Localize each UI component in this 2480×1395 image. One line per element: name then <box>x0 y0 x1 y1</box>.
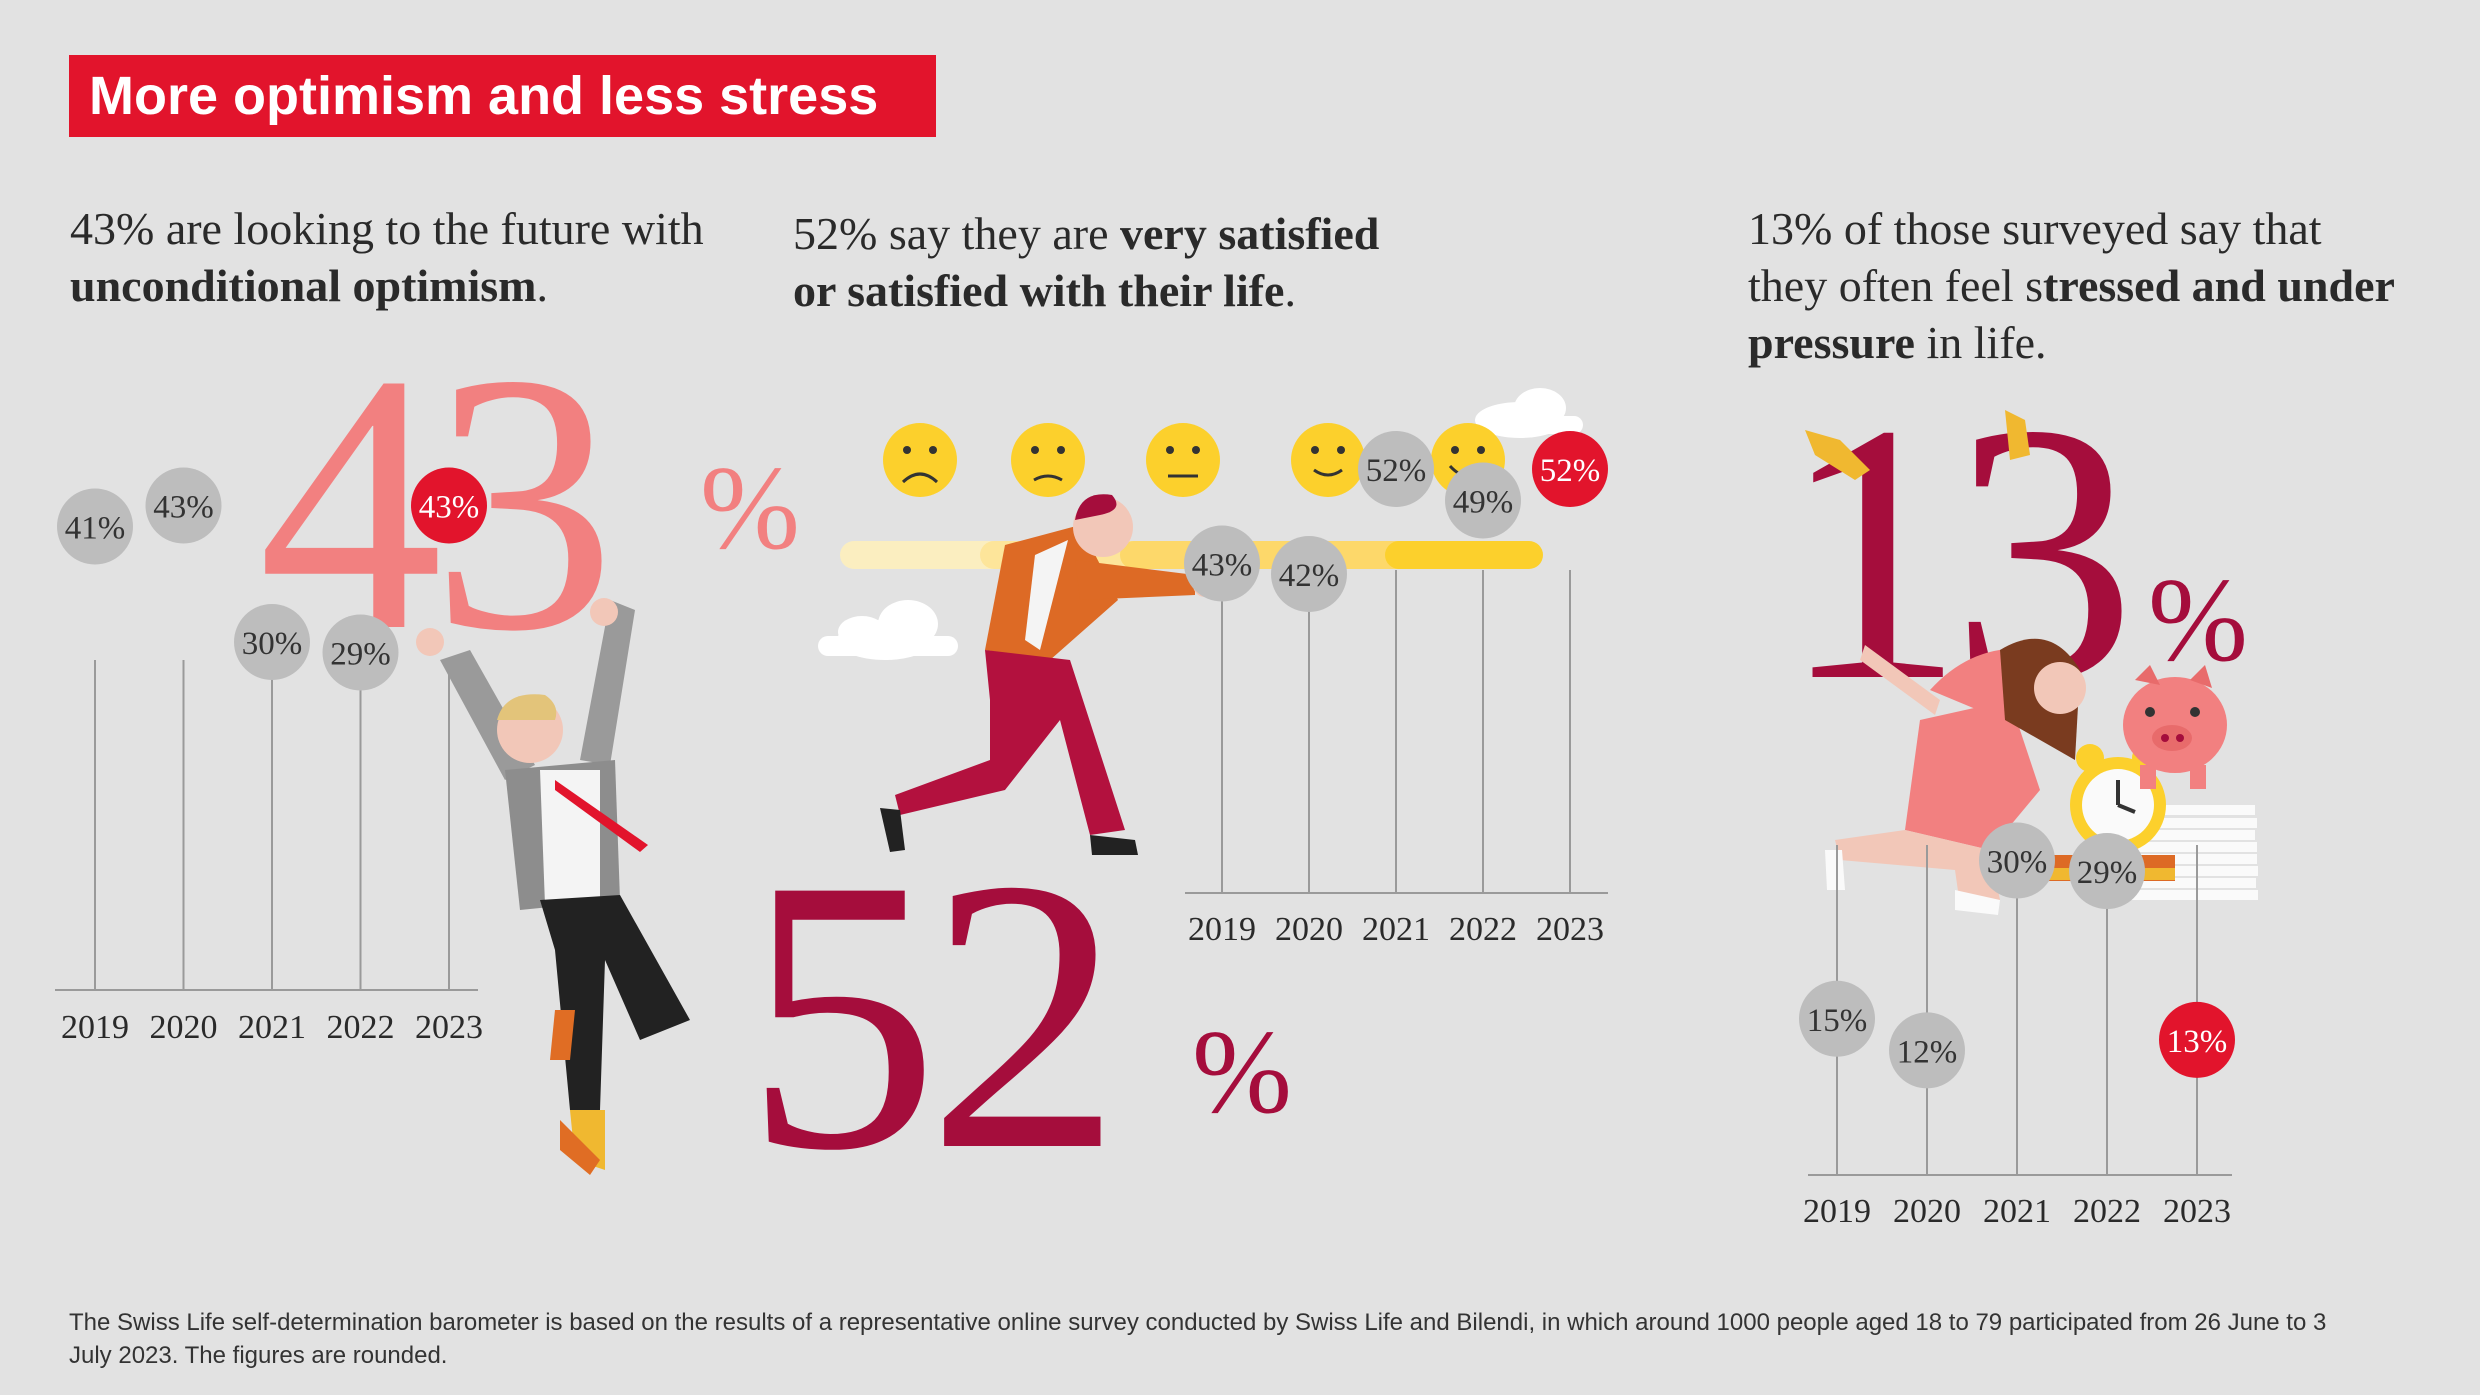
data-label: 43% <box>153 490 214 526</box>
data-point <box>57 488 133 565</box>
data-label: 30% <box>242 626 303 662</box>
intro-text: 13% of those surveyed say that they ofte… <box>1748 203 2322 311</box>
data-point <box>1358 431 1434 507</box>
data-point <box>2069 833 2145 910</box>
big-unit-52: % <box>1192 1005 1292 1138</box>
big-unit-43: % <box>700 441 800 574</box>
intro-satisfaction: 52% say they are very satisfied or satis… <box>793 205 1433 319</box>
data-point <box>1889 1012 1965 1089</box>
data-point <box>1799 980 1875 1057</box>
sad-face-icon <box>1011 423 1085 497</box>
data-point <box>1184 525 1260 602</box>
intro-text: 52% say they are <box>793 208 1120 259</box>
tick-label: 2023 <box>1536 911 1604 948</box>
intro-bold: unconditional optimism <box>70 260 537 311</box>
tick-label: 2023 <box>415 1009 483 1046</box>
big-unit-13: % <box>2148 553 2248 686</box>
intro-text-end: in life. <box>1914 317 2047 368</box>
data-point <box>1445 462 1521 539</box>
intro-optimism: 43% are looking to the future with uncon… <box>70 200 750 314</box>
tick-label: 2019 <box>1803 1193 1871 1230</box>
tick-label: 2019 <box>61 1009 129 1046</box>
intro-bold: very satisfied or satisfied with their l… <box>793 208 1380 316</box>
tick-label: 2019 <box>1188 911 1256 948</box>
data-label: 43% <box>1192 548 1253 584</box>
intro-bold: tressed and under pressure <box>1748 260 2395 368</box>
intro-text-end: . <box>536 260 549 311</box>
footnote: The Swiss Life self-determination barome… <box>69 1309 2327 1369</box>
data-point <box>322 614 399 691</box>
data-point <box>1271 536 1347 612</box>
data-point <box>1979 822 2055 899</box>
data-point <box>411 467 487 544</box>
tick-label: 2021 <box>1362 911 1430 948</box>
neutral-face-icon <box>1146 423 1220 497</box>
very-sad-face-icon <box>883 423 957 497</box>
cloud-icon <box>1475 388 1583 438</box>
tick-label: 2020 <box>1275 911 1343 948</box>
big-number-52: 52 <box>744 799 1122 1231</box>
data-label: 52% <box>1540 453 1601 489</box>
data-label: 41% <box>65 511 126 547</box>
data-point <box>234 604 310 680</box>
data-label: 30% <box>1987 845 2048 881</box>
tick-label: 2022 <box>2073 1193 2141 1230</box>
data-label: 49% <box>1453 485 1514 521</box>
happy-face-icon <box>1291 423 1365 497</box>
data-label: 12% <box>1897 1034 1958 1070</box>
data-label: 52% <box>1366 453 1427 489</box>
data-point <box>1532 431 1608 507</box>
cloud-icon <box>818 600 958 660</box>
data-label: 29% <box>330 637 391 673</box>
tick-label: 2021 <box>238 1009 306 1046</box>
intro-stress: 13% of those surveyed say that they ofte… <box>1748 200 2408 371</box>
data-point <box>2159 1001 2235 1078</box>
tick-label: 2022 <box>1449 911 1517 948</box>
stressed-woman-illustration <box>1805 410 2258 915</box>
running-man-illustration <box>880 494 1217 855</box>
page-title: More optimism and less stress <box>69 55 936 137</box>
tick-label: 2020 <box>1893 1193 1961 1230</box>
intro-text: 43% are looking to the future with <box>70 203 704 254</box>
tick-label: 2022 <box>327 1009 395 1046</box>
tick-label: 2021 <box>1983 1193 2051 1230</box>
data-label: 43% <box>419 490 480 526</box>
data-point <box>145 467 222 544</box>
data-label: 29% <box>2077 855 2138 891</box>
jumping-man-illustration <box>416 598 690 1175</box>
intro-text-end: . <box>1284 265 1296 316</box>
tick-label: 2023 <box>2163 1193 2231 1230</box>
data-label: 13% <box>2167 1024 2228 1060</box>
tick-label: 2020 <box>150 1009 218 1046</box>
data-label: 42% <box>1279 558 1340 594</box>
data-label: 15% <box>1807 1003 1868 1039</box>
